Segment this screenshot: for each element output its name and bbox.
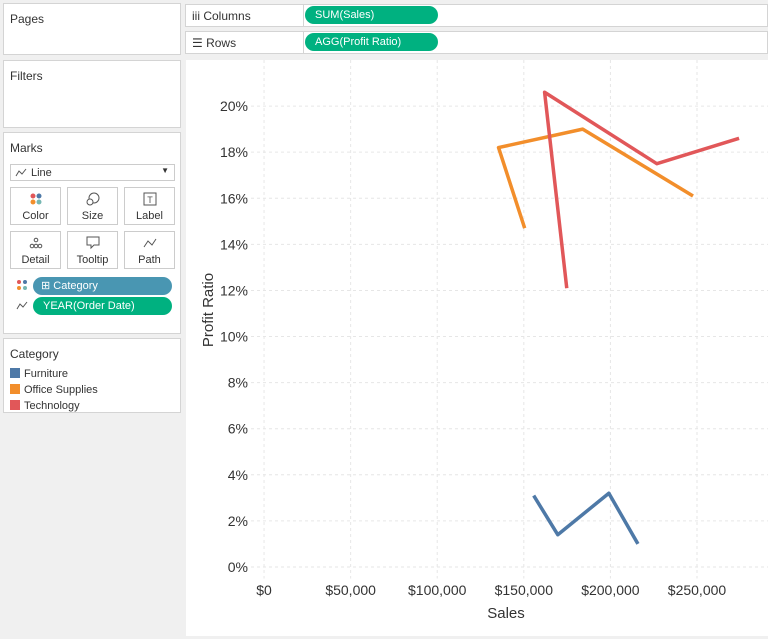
y-tick-label: 12% [220,282,248,298]
y-tick-label: 0% [228,559,248,575]
pages-card: Pages [3,3,181,55]
legend-swatch [10,400,20,410]
icon [86,192,100,206]
sales-pill[interactable]: SUM(Sales) [305,6,438,24]
legend-swatch [10,384,20,394]
icon [86,236,100,250]
legend-label: Office Supplies [24,384,98,396]
y-tick-label: 10% [220,329,248,345]
mark-type-dropdown[interactable]: Line ▼ [10,164,175,181]
columns-shelf: iii Columns SUM(Sales) [185,4,768,27]
y-tick-label: 6% [228,421,248,437]
marks-card: Marks Line ▼ Color Size T Label Detail T… [3,132,181,334]
y-tick-label: 4% [228,467,248,483]
button-label: Tooltip [76,254,109,266]
shelf-label: ☰ Rows [192,36,237,50]
category-pill[interactable]: ⊞ Category [33,277,172,295]
x-axis-title: Sales [487,605,525,622]
series-line [532,491,640,545]
category-legend: Category Furniture Office Supplies Technol… [3,338,181,413]
y-tick-label: 18% [220,144,248,160]
y-tick-label: 2% [228,513,248,529]
path-button[interactable]: Path [124,231,175,269]
legend-item[interactable]: Furniture [10,367,68,381]
year-pill[interactable]: YEAR(Order Date) [33,297,172,315]
shelf-name: Rows [206,36,237,50]
label-button[interactable]: T Label [124,187,175,225]
x-tick-label: $150,000 [495,582,554,598]
svg-text:T: T [147,195,153,205]
pill-label: Category [53,280,98,292]
legend-title: Category [10,347,59,361]
card-title: Pages [10,12,45,26]
y-tick-label: 8% [228,375,248,391]
rows-shelf: ☰ Rows AGG(Profit Ratio) [185,31,768,54]
x-tick-label: $50,000 [325,582,376,598]
legend-label: Furniture [24,368,69,380]
tooltip-button[interactable]: Tooltip [67,231,118,269]
color-button[interactable]: Color [10,187,61,225]
button-label: Size [81,210,104,222]
series-line [496,127,694,229]
x-tick-label: $250,000 [668,582,727,598]
shelf-label: iii Columns [192,9,251,23]
icon [30,193,42,205]
profit-pill[interactable]: AGG(Profit Ratio) [305,33,438,51]
x-tick-label: $100,000 [408,582,467,598]
icon: T [143,192,157,206]
icon [29,237,43,249]
shelf-name: Columns [203,9,251,23]
line-icon [15,168,27,177]
path-icon [16,301,28,310]
size-button[interactable]: Size [67,187,118,225]
y-tick-label: 14% [220,236,248,252]
pill-label: YEAR(Order Date) [43,300,135,312]
filters-card: Filters [3,60,181,128]
x-tick-label: $0 [256,582,272,598]
series-line [542,90,740,289]
y-tick-label: 16% [220,190,248,206]
pill-label: SUM(Sales) [315,9,375,21]
separator [303,32,304,53]
legend-item[interactable]: Technology [10,399,80,413]
legend-label: Technology [24,400,80,412]
x-tick-label: $200,000 [581,582,640,598]
card-title: Filters [10,69,43,83]
legend-swatch [10,368,20,378]
legend-item[interactable]: Office Supplies [10,383,98,397]
pill-label: AGG(Profit Ratio) [315,36,402,48]
y-tick-label: 20% [220,98,248,114]
button-label: Detail [21,254,50,266]
button-label: Color [22,210,49,222]
mark-type: Line [31,167,52,179]
detail-button[interactable]: Detail [10,231,61,269]
dropdown-arrow: ▼ [161,166,169,175]
separator [303,5,304,26]
card-title: Marks [10,141,43,155]
button-label: Path [138,254,161,266]
chart: 0% 2% 4% 6% 8% 10% 12% 14% 16% 18% 20% $0 $50,000 $10… [186,60,768,636]
button-label: Label [136,210,163,222]
y-axis-title: Profit Ratio [200,273,217,347]
icon [143,238,157,248]
color-icon [17,280,27,290]
